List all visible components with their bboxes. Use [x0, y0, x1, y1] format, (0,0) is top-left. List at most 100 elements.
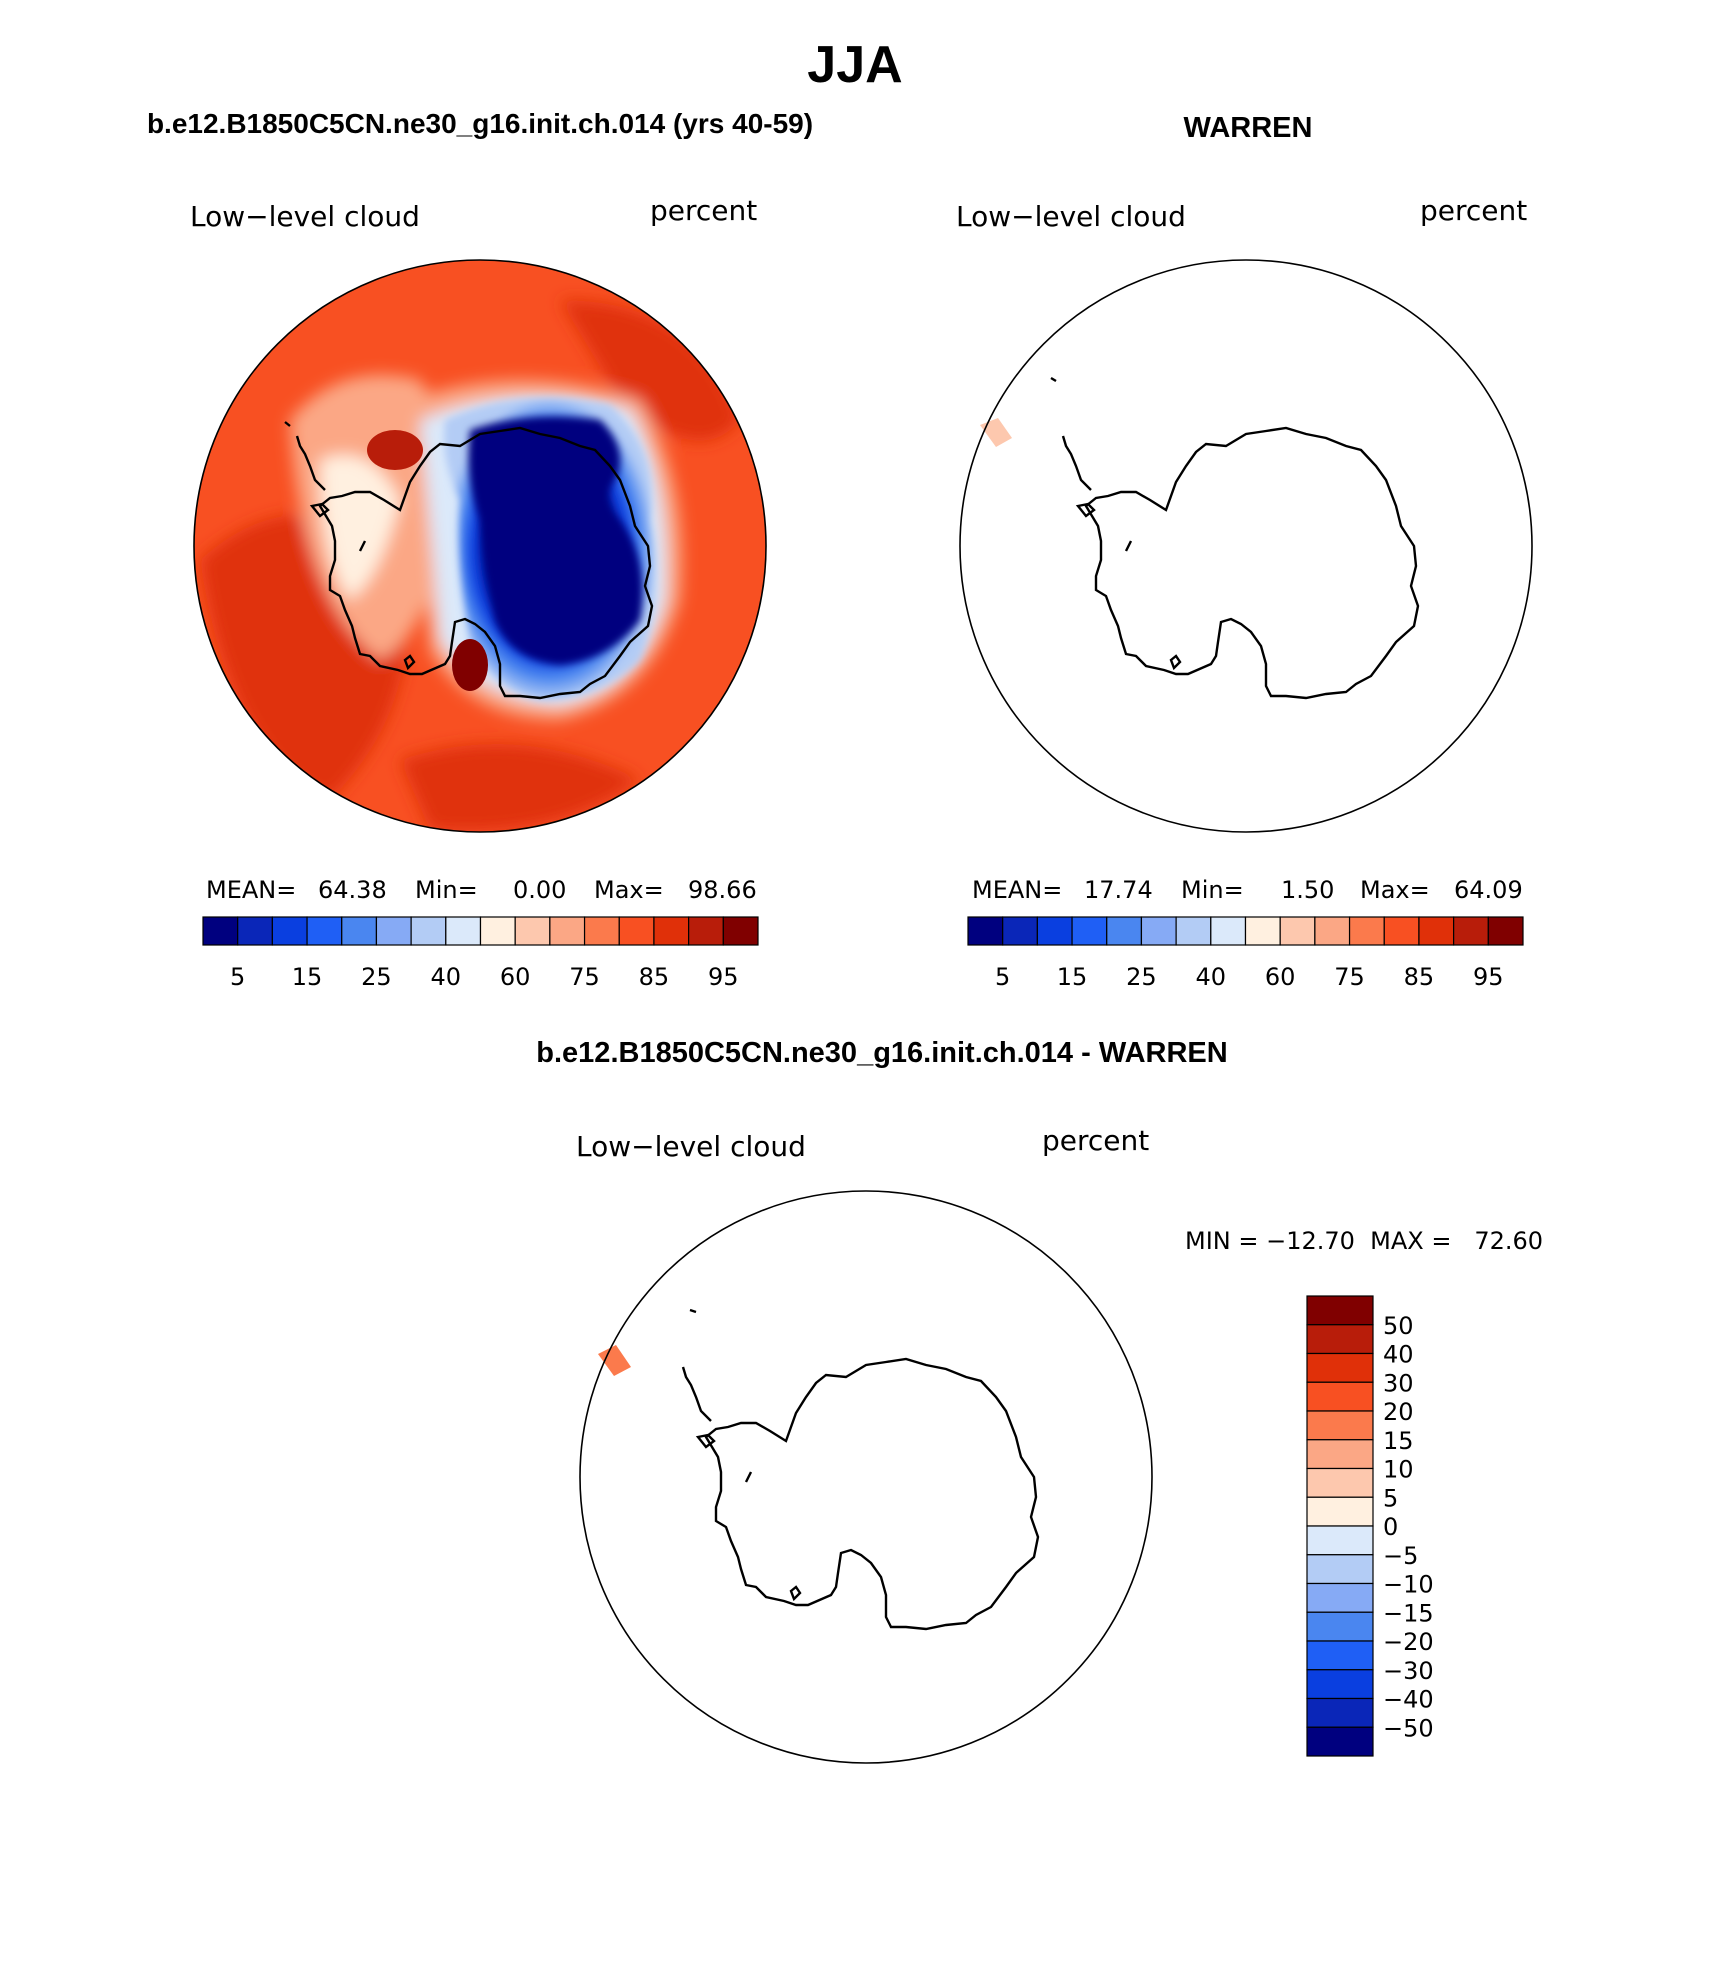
mean-label: MEAN=: [206, 876, 296, 904]
colorbar-box: [1453, 916, 1489, 946]
colorbar-box: [1140, 916, 1177, 946]
colorbar-box: [202, 916, 239, 946]
colorbar-box: [514, 916, 551, 946]
colorbar-box: [1306, 1496, 1374, 1527]
map-boundary: [579, 1190, 1153, 1764]
field-region-dark: [560, 300, 740, 441]
field-maximum-spot: [367, 430, 423, 470]
colorbar-box: [967, 916, 1004, 946]
colorbar-tick-label: 15: [1057, 963, 1088, 991]
colorbar-tick-label: 95: [708, 963, 739, 991]
colorbar-box: [1487, 916, 1524, 946]
colorbar-box: [1244, 916, 1281, 946]
colorbar-tick-label: 60: [500, 963, 531, 991]
colorbar-tick-label: −10: [1383, 1571, 1434, 1599]
colorbar-box: [1306, 1554, 1374, 1585]
colorbar-tick-label: 25: [1126, 963, 1157, 991]
colorbar-box: [1306, 1467, 1374, 1498]
colorbar-tick-label: −30: [1383, 1657, 1434, 1685]
variable-label: Low−level cloud: [576, 1130, 806, 1163]
colorbar-box: [1175, 916, 1212, 946]
colorbar-box: [237, 916, 273, 946]
field-ice-deep: [468, 416, 643, 665]
colorbar-box: [1306, 1525, 1374, 1556]
colorbar-box: [618, 916, 655, 946]
variable-label: Low−level cloud: [956, 200, 1186, 233]
colorbar-box: [1306, 1669, 1374, 1700]
units-label: percent: [1042, 1124, 1149, 1157]
coastline-antarctica: [1050, 376, 1420, 700]
min-value: 1.50: [1281, 876, 1334, 904]
colorbar-tick-label: −40: [1383, 1686, 1434, 1714]
colorbar-box: [1306, 1439, 1374, 1470]
panel-obs: WARREN Low−level cloud percent: [956, 112, 1533, 833]
colorbar-box: [1279, 916, 1316, 946]
colorbar-tick-label: 40: [431, 963, 462, 991]
coastline-antarctica: [284, 421, 654, 700]
colorbar-box: [479, 916, 516, 946]
colorbar-tick-label: 30: [1383, 1369, 1414, 1397]
colorbar-box: [271, 916, 308, 946]
colorbar-box: [1306, 1726, 1374, 1757]
units-label: percent: [650, 194, 757, 227]
max-value: 64.09: [1454, 876, 1523, 904]
colorbar-box: [688, 916, 724, 946]
colorbar-tick-label: 5: [230, 963, 245, 991]
colorbar-model: 5 15 25 40 60 75 85 95: [202, 916, 759, 991]
colorbar-box: [1106, 916, 1143, 946]
panel-heading: b.e12.B1850C5CN.ne30_g16.init.ch.014 - W…: [536, 1037, 1227, 1069]
colorbar-box: [445, 916, 482, 946]
colorbar-tick-label: 5: [1383, 1484, 1398, 1512]
colorbar-box: [722, 916, 759, 946]
colorbar-box: [1383, 916, 1420, 946]
colorbar-box: [1306, 1611, 1374, 1642]
mean-value: 64.38: [318, 876, 387, 904]
colorbar-tick-label: 5: [995, 963, 1010, 991]
colorbar-tick-label: 75: [569, 963, 600, 991]
panel-heading: b.e12.B1850C5CN.ne30_g16.init.ch.014 (yr…: [147, 108, 813, 139]
colorbar-box: [1348, 916, 1385, 946]
colorbar-obs: 5 15 25 40 60 75 85 95: [967, 916, 1524, 991]
colorbar-box: [1036, 916, 1073, 946]
colorbar-tick-label: −20: [1383, 1628, 1434, 1656]
stats-model: MEAN= 64.38 Min= 0.00 Max= 98.66: [206, 876, 757, 904]
colorbar-box: [1306, 1324, 1374, 1355]
colorbar-box: [341, 916, 378, 946]
colorbar-tick-label: 20: [1383, 1398, 1414, 1426]
max-label: Max=: [1360, 876, 1430, 904]
colorbar-box: [1071, 916, 1108, 946]
colorbar-tick-label: 15: [292, 963, 323, 991]
colorbar-tick-label: 95: [1473, 963, 1504, 991]
colorbar-box: [549, 916, 586, 946]
colorbar-tick-label: −5: [1383, 1542, 1418, 1570]
field-region-light: [320, 455, 400, 600]
field-region-dark: [400, 744, 640, 832]
colorbar-box: [1002, 916, 1038, 946]
colorbar-box: [1306, 1640, 1374, 1671]
min-label: Min=: [415, 876, 478, 904]
colorbar-tick-label: 40: [1383, 1341, 1414, 1369]
colorbar-box: [653, 916, 690, 946]
minmax-text: MIN = −12.70 MAX = 72.60: [1185, 1227, 1543, 1255]
colorbar-box: [1418, 916, 1455, 946]
page-title: JJA: [807, 36, 902, 94]
stats-obs: MEAN= 17.74 Min= 1.50 Max= 64.09: [972, 876, 1523, 904]
mean-value: 17.74: [1084, 876, 1153, 904]
colorbar-tick-label: 0: [1383, 1513, 1398, 1541]
map-model: [194, 260, 766, 832]
min-label: Min=: [1181, 876, 1244, 904]
colorbar-box: [1306, 1582, 1374, 1613]
colorbar-box: [375, 916, 412, 946]
colorbar-box: [306, 916, 343, 946]
colorbar-tick-label: 85: [639, 963, 670, 991]
map-boundary: [193, 259, 767, 833]
coastline-antarctica: [681, 1308, 1040, 1631]
min-value: 0.00: [513, 876, 566, 904]
colorbar-tick-label: 25: [361, 963, 392, 991]
colorbar-tick-label: 40: [1196, 963, 1227, 991]
colorbar-tick-label: 60: [1265, 963, 1296, 991]
max-label: Max=: [594, 876, 664, 904]
colorbar-box: [583, 916, 620, 946]
